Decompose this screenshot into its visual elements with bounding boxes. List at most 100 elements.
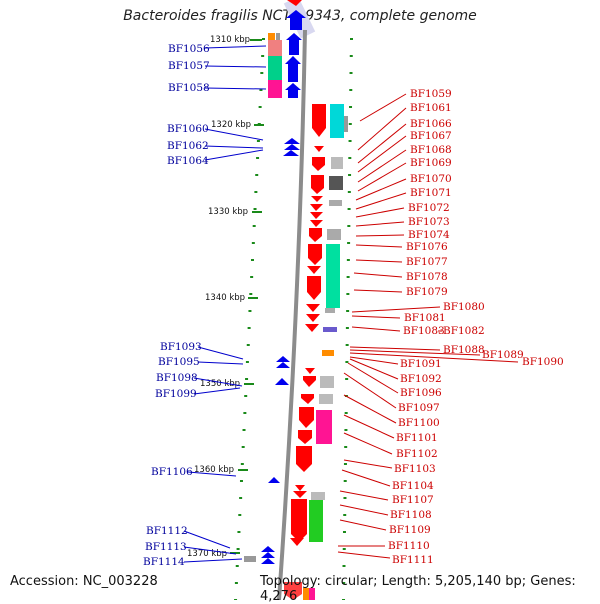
gene-label: BF1076 (406, 241, 448, 253)
gene-label: BF1082 (443, 325, 485, 337)
tick-dash (346, 276, 350, 278)
tick-dash (246, 344, 250, 346)
tick-dash (243, 412, 247, 414)
scale-label: 1360 kbp (194, 465, 234, 475)
tick-dash (261, 55, 265, 57)
gene-label: BF1102 (396, 448, 438, 460)
tick-dash (345, 327, 349, 329)
gene-label: BF1109 (389, 524, 431, 536)
tick-dash (258, 106, 262, 108)
gene-label: BF1079 (406, 286, 448, 298)
tick-dash (254, 191, 258, 193)
tick-dash (250, 259, 254, 261)
tick-dash (256, 157, 260, 159)
tick-dashes (234, 38, 353, 600)
tick-dash (349, 72, 353, 74)
gene-label: BF1077 (406, 256, 448, 268)
tick-dash (342, 531, 346, 533)
tick-dash (343, 497, 347, 499)
scale-label: 1320 kbp (211, 120, 251, 130)
tick-dash (348, 123, 352, 125)
tick-dash (248, 310, 252, 312)
gene-label: BF1089 (482, 349, 524, 361)
gene-label: BF1083 (403, 325, 445, 337)
left-leader-lines (183, 45, 267, 563)
tick-dash (346, 310, 350, 312)
tick-dash (260, 72, 264, 74)
gene-label: BF1093 (160, 341, 202, 353)
gene-label: BF1098 (156, 372, 198, 384)
tick-dash (235, 565, 239, 567)
tick-dash (241, 446, 245, 448)
tick-dash (256, 140, 260, 142)
gene-label: BF1092 (400, 373, 442, 385)
gene-label: BF1058 (168, 82, 210, 94)
scale-labels: 1310 kbp 1320 kbp 1330 kbp 1340 kbp 1350… (187, 35, 251, 559)
tick-dash (342, 548, 346, 550)
tick-dash (245, 361, 249, 363)
tick-dash (239, 480, 243, 482)
gene-label: BF1073 (408, 216, 450, 228)
tick-dash (343, 514, 347, 516)
tick-dash (343, 480, 347, 482)
tick-dash (252, 225, 256, 227)
tick-dash (344, 429, 348, 431)
gene-label: BF1056 (168, 43, 210, 55)
scale-label: 1350 kbp (200, 379, 240, 389)
scale-label: 1340 kbp (205, 293, 245, 303)
tick-dash (240, 463, 244, 465)
tick-dash (344, 412, 348, 414)
gene-label: BF1113 (145, 541, 187, 553)
gene-label: BF1111 (392, 554, 434, 566)
tick-dash (346, 293, 350, 295)
gene-label: BF1072 (408, 202, 450, 214)
gene-label: BF1107 (392, 494, 434, 506)
tick-dash (348, 140, 352, 142)
scale-label: 1330 kbp (208, 207, 248, 217)
tick-dash (244, 395, 248, 397)
tick-dash (347, 191, 351, 193)
gene-label: BF1103 (394, 463, 436, 475)
tick-dash (344, 446, 348, 448)
gene-label: BF1057 (168, 60, 210, 72)
gene-label: BF1078 (406, 271, 448, 283)
gene-label: BF1101 (396, 432, 438, 444)
reverse-genes (284, 104, 348, 600)
gene-label: BF1066 (410, 118, 452, 130)
tick-dash (259, 89, 263, 91)
tick-dash (249, 293, 253, 295)
tick-dash (250, 276, 254, 278)
gene-label: BF1067 (410, 130, 452, 142)
tick-dash (238, 514, 242, 516)
right-leader-lines (337, 93, 519, 559)
gene-label: BF1106 (151, 466, 193, 478)
gene-label: BF1090 (522, 356, 564, 368)
left-gene-labels: BF1056 BF1057 BF1058 BF1060 BF1062 BF106… (143, 43, 210, 568)
forward-genes (244, 10, 306, 564)
tick-dash (347, 242, 351, 244)
gene-label: BF1108 (390, 509, 432, 521)
gene-label: BF1061 (410, 102, 452, 114)
gene-label: BF1091 (400, 358, 442, 370)
accession-text: Accession: NC_003228 (10, 574, 158, 589)
tick-dash (349, 89, 353, 91)
tick-dash (345, 361, 349, 363)
gene-label: BF1096 (400, 387, 442, 399)
tick-dash (242, 429, 246, 431)
gene-label: BF1080 (443, 301, 485, 313)
tick-dash (349, 55, 353, 57)
tick-dash (236, 548, 240, 550)
tick-dash (253, 208, 257, 210)
tick-dash (350, 38, 353, 40)
tick-dash (239, 497, 243, 499)
gene-label: BF1064 (167, 155, 209, 167)
tick-dash (245, 378, 249, 380)
tick-dash (342, 582, 346, 584)
tick-dash (251, 242, 255, 244)
tick-dash (237, 531, 241, 533)
tick-dash (255, 174, 259, 176)
tick-dash (348, 174, 352, 176)
gene-label: BF1068 (410, 144, 452, 156)
tick-dash (342, 565, 346, 567)
